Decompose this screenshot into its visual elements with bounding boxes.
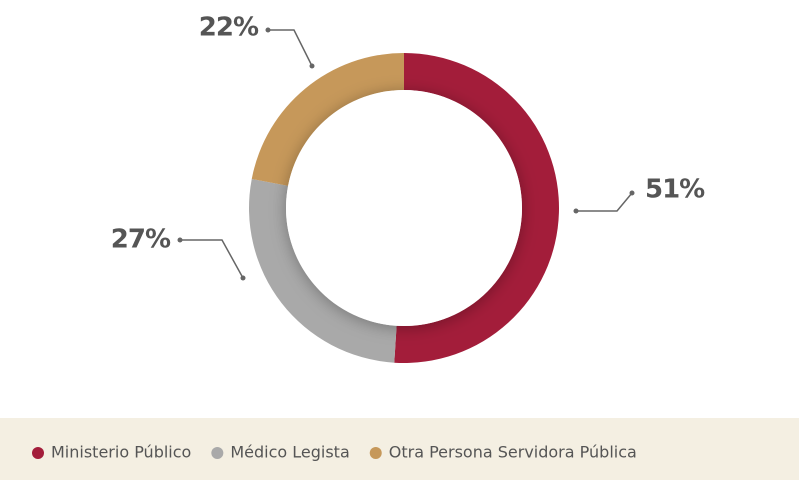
leader-dot [573, 208, 579, 214]
leader-line [180, 239, 244, 279]
legend-swatch [369, 447, 382, 459]
data-label: 27% [111, 225, 171, 255]
legend-swatch [211, 447, 224, 459]
legend-label: Médico Legista [230, 443, 349, 462]
donut-hole [286, 90, 522, 326]
legend-swatch [32, 447, 44, 459]
leader-dot [240, 275, 246, 281]
data-label: 22% [199, 13, 259, 43]
leader-line [576, 192, 633, 212]
donut-segment [251, 53, 404, 186]
donut-segment [394, 53, 560, 363]
legend-background [0, 418, 799, 480]
leader-dot [265, 27, 271, 33]
leader-dot [629, 190, 635, 196]
data-label: 51% [645, 175, 705, 205]
donut-segment [249, 178, 397, 363]
leader-dot [177, 237, 183, 243]
legend-label: Ministerio Público [51, 443, 191, 462]
legend-label: Otra Persona Servidora Pública [389, 443, 637, 462]
leader-line [268, 29, 313, 67]
leader-dot [309, 63, 315, 69]
